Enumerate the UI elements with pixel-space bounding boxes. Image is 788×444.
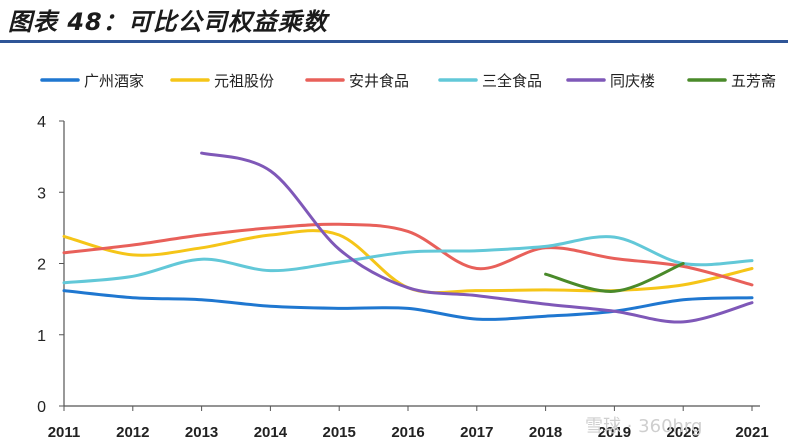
x-tick-label: 2013: [185, 424, 218, 441]
series-3-line: [62, 222, 754, 287]
x-tick-label: 2019: [598, 424, 631, 441]
legend-label: 三全食品: [482, 72, 542, 90]
legend-label: 广州酒家: [84, 72, 144, 90]
legend-label: 五芳斋: [731, 72, 776, 90]
x-tick-label: 2011: [48, 424, 81, 441]
x-tick-label: 2016: [391, 424, 424, 441]
title-divider: [0, 40, 788, 43]
chart-series: [62, 151, 754, 324]
y-tick-label: 2: [37, 257, 46, 274]
x-tick-label: 2012: [116, 424, 149, 441]
x-tick-label: 2017: [460, 424, 493, 441]
x-tick-label: 2014: [254, 424, 288, 441]
y-tick-label: 4: [37, 114, 46, 131]
series-4-line: [62, 235, 754, 285]
series-6-line: [544, 262, 685, 293]
legend-label: 元祖股份: [214, 72, 274, 90]
y-tick-label: 3: [37, 185, 46, 202]
legend-label: 安井食品: [349, 72, 409, 90]
x-tick-label: 2021: [735, 424, 768, 441]
y-tick-label: 0: [37, 399, 46, 416]
x-tick-label: 2020: [667, 424, 700, 441]
chart-legend: 广州酒家 元祖股份 安井食品 三全食品 同庆楼 五芳斋: [40, 72, 776, 90]
chart-axes: 0 1 2 3 4 2011 2012 2013 2014 2015 2016 2017 2018 201…: [37, 114, 769, 441]
series-5-line: [200, 151, 754, 324]
series-1-line: [62, 289, 754, 321]
legend-label: 同庆楼: [610, 72, 655, 90]
chart-title: 图表 48：可比公司权益乘数: [8, 8, 328, 36]
x-tick-label: 2015: [323, 424, 356, 441]
watermark: 雪球 · 360hrg: [585, 416, 703, 437]
y-tick-label: 1: [37, 328, 46, 345]
x-tick-label: 2018: [529, 424, 562, 441]
